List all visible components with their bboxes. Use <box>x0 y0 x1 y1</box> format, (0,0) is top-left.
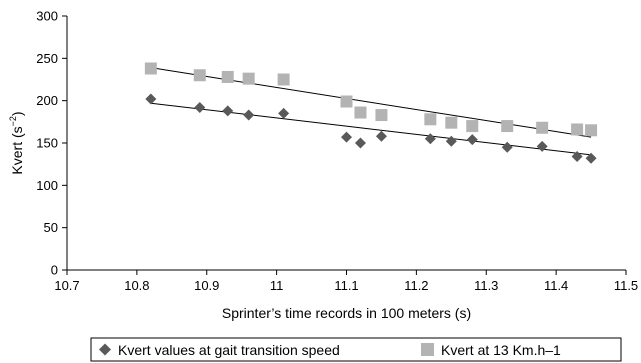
legend-square-marker <box>421 343 434 356</box>
legend-box <box>90 337 622 362</box>
legend-label-13-kmh: Kvert at 13 Km.h–1 <box>441 342 561 358</box>
x-axis-title: Sprinter’s time records in 100 meters (s… <box>222 305 471 321</box>
x-tick-label: 10.9 <box>194 278 219 293</box>
y-axis-title-exponent: −2 <box>8 116 18 126</box>
data-point-diamond <box>571 151 583 163</box>
data-point-square <box>585 124 598 137</box>
data-point-square <box>536 121 549 134</box>
data-point-diamond <box>194 101 206 113</box>
y-axis-title-close: ) <box>9 111 25 116</box>
data-point-square <box>193 69 206 82</box>
data-point-square <box>571 123 584 136</box>
data-point-square <box>221 70 234 83</box>
data-points <box>144 62 598 164</box>
y-tick-label: 200 <box>36 93 58 108</box>
data-point-square <box>277 73 290 86</box>
y-tick-label: 0 <box>51 263 58 278</box>
x-axis-ticks: 10.7 10.8 10.9 11 11.1 11.2 11.3 11.4 11.5 <box>54 270 638 293</box>
data-point-square <box>466 120 479 133</box>
y-axis-title: Kvert (s−2) <box>8 111 25 174</box>
data-point-diamond <box>375 130 387 142</box>
x-tick-label: 11.1 <box>334 278 358 293</box>
data-point-square <box>445 116 458 129</box>
x-tick-label: 11.5 <box>614 278 638 293</box>
y-tick-label: 50 <box>44 220 58 235</box>
data-point-square <box>375 109 388 122</box>
data-point-diamond <box>354 137 366 149</box>
data-point-diamond <box>341 131 352 143</box>
data-point-diamond <box>145 93 157 105</box>
data-point-square <box>340 95 353 108</box>
x-tick-label: 11.2 <box>404 278 428 293</box>
data-point-diamond <box>466 134 478 146</box>
data-point-diamond <box>501 141 513 153</box>
trendlines <box>150 67 592 156</box>
data-point-square <box>501 120 514 133</box>
data-point-diamond <box>424 133 436 145</box>
y-axis-title-base: Kvert (s <box>9 126 25 174</box>
legend: Kvert values at gait transition speed Kv… <box>90 337 622 362</box>
x-tick-label: 11.4 <box>544 278 568 293</box>
data-point-square <box>242 72 255 85</box>
x-tick-label: 11 <box>270 278 284 293</box>
legend-label-gait-transition: Kvert values at gait transition speed <box>118 342 340 358</box>
data-point-square <box>354 106 367 119</box>
y-tick-label: 100 <box>36 178 58 193</box>
y-tick-label: 300 <box>36 9 58 24</box>
trendline <box>150 102 592 156</box>
x-tick-label: 10.7 <box>54 278 79 293</box>
legend-diamond-marker <box>99 343 111 356</box>
data-point-square <box>424 113 437 126</box>
y-tick-label: 250 <box>36 51 58 66</box>
data-point-diamond <box>278 107 290 119</box>
y-axis-ticks: 0 50 100 150 200 250 300 <box>36 9 67 278</box>
data-point-diamond <box>222 105 234 117</box>
data-point-square <box>144 62 157 75</box>
y-tick-label: 150 <box>36 136 58 151</box>
data-point-diamond <box>585 152 597 164</box>
data-point-diamond <box>445 135 457 147</box>
x-tick-label: 10.8 <box>124 278 149 293</box>
data-point-diamond <box>243 109 255 121</box>
data-point-diamond <box>536 140 548 152</box>
x-tick-label: 11.3 <box>474 278 498 293</box>
trendline <box>150 67 592 138</box>
